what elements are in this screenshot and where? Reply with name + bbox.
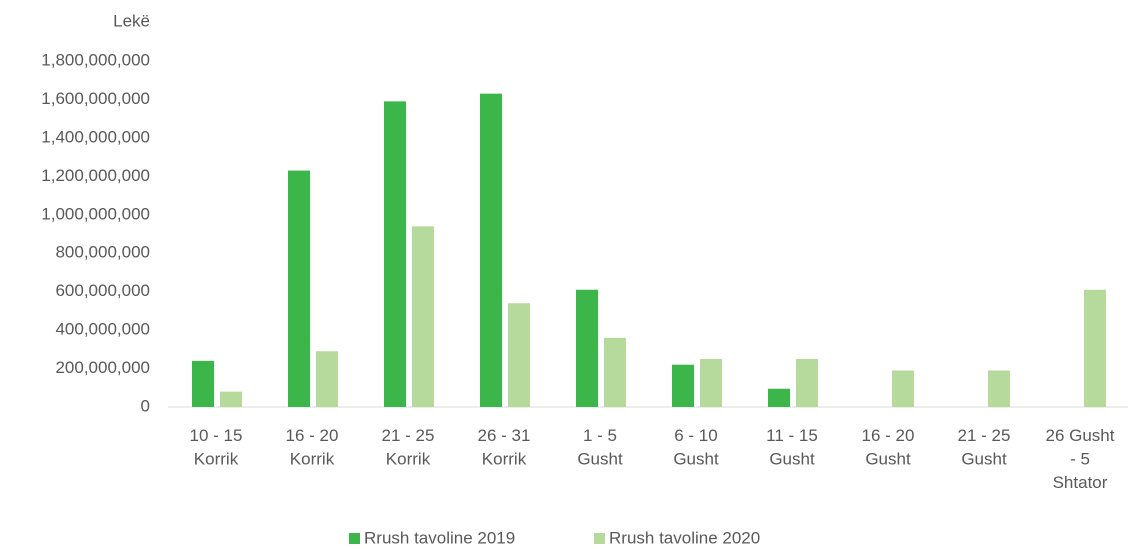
legend-swatch <box>349 533 360 544</box>
y-tick-label: 1,400,000,000 <box>41 127 150 146</box>
bar <box>1084 289 1106 407</box>
bar <box>768 388 790 407</box>
x-tick-label-line: - 5 <box>1070 450 1090 469</box>
x-tick-label: 10 - 15 Korrik <box>190 426 243 469</box>
x-tick-label-line: 1 - 5 <box>583 426 617 445</box>
y-tick-label: 800,000,000 <box>55 243 150 262</box>
legend-swatch <box>594 533 605 544</box>
bar <box>796 358 818 407</box>
bar <box>672 364 694 407</box>
bar <box>288 170 310 407</box>
y-tick-label: 600,000,000 <box>55 281 150 300</box>
x-tick-label-line: 26 - 31 <box>478 426 531 445</box>
y-tick-label: 200,000,000 <box>55 358 150 377</box>
x-tick-label: 26 - 31 Korrik <box>478 426 531 469</box>
x-tick-label-line: 21 - 25 <box>382 426 435 445</box>
x-tick-label-line: Shtator <box>1053 473 1108 492</box>
bar <box>412 226 434 407</box>
bar <box>316 351 338 407</box>
x-tick-label: 16 - 20 Korrik <box>286 426 339 469</box>
bar <box>192 360 214 407</box>
bar <box>700 358 722 407</box>
y-tick-label: 0 <box>141 396 150 415</box>
x-tick-label-line: 6 - 10 <box>674 426 717 445</box>
x-tick-label-line: Gusht <box>673 450 719 469</box>
x-tick-label-line: Gusht <box>769 450 815 469</box>
x-tick-label-line: 26 Gusht <box>1046 426 1115 445</box>
y-tick-label: 1,600,000,000 <box>41 89 150 108</box>
y-tick-label: 1,000,000,000 <box>41 204 150 223</box>
x-tick-label: 21 - 25 Gusht <box>958 426 1011 469</box>
x-tick-label-line: 10 - 15 <box>190 426 243 445</box>
x-tick-label: 11 - 15 Gusht <box>766 426 818 469</box>
bar <box>892 370 914 407</box>
x-tick-label: 21 - 25 Korrik <box>382 426 435 469</box>
bar <box>384 101 406 407</box>
bar <box>988 370 1010 407</box>
y-tick-label: 400,000,000 <box>55 320 150 339</box>
x-tick-label-line: Korrik <box>482 450 527 469</box>
x-tick-label: 6 - 10 Gusht <box>673 426 719 469</box>
x-tick-label-line: Korrik <box>290 450 335 469</box>
bar <box>604 337 626 407</box>
x-tick-label-line: 16 - 20 <box>286 426 339 445</box>
x-tick-label: 1 - 5 Gusht <box>577 426 623 469</box>
legend-label: Rrush tavoline 2019 <box>364 528 515 547</box>
x-tick-label-line: 11 - 15 <box>766 426 818 445</box>
bar <box>480 93 502 407</box>
y-axis-label: Lekë <box>113 11 150 30</box>
x-tick-label: 16 - 20 Gusht <box>862 426 915 469</box>
x-tick-label-line: Gusht <box>865 450 911 469</box>
x-tick-label-line: Korrik <box>386 450 431 469</box>
bar <box>576 289 598 407</box>
x-tick-label-line: 16 - 20 <box>862 426 915 445</box>
legend-label: Rrush tavoline 2020 <box>609 528 760 547</box>
x-tick-label-line: 21 - 25 <box>958 426 1011 445</box>
bar <box>220 391 242 407</box>
bar <box>508 303 530 407</box>
y-tick-label: 1,800,000,000 <box>41 50 150 69</box>
x-tick-label: 26 Gusht - 5 Shtator <box>1046 426 1115 492</box>
x-tick-label-line: Gusht <box>961 450 1007 469</box>
x-tick-label-line: Korrik <box>194 450 239 469</box>
x-tick-label-line: Gusht <box>577 450 623 469</box>
y-tick-label: 1,200,000,000 <box>41 166 150 185</box>
